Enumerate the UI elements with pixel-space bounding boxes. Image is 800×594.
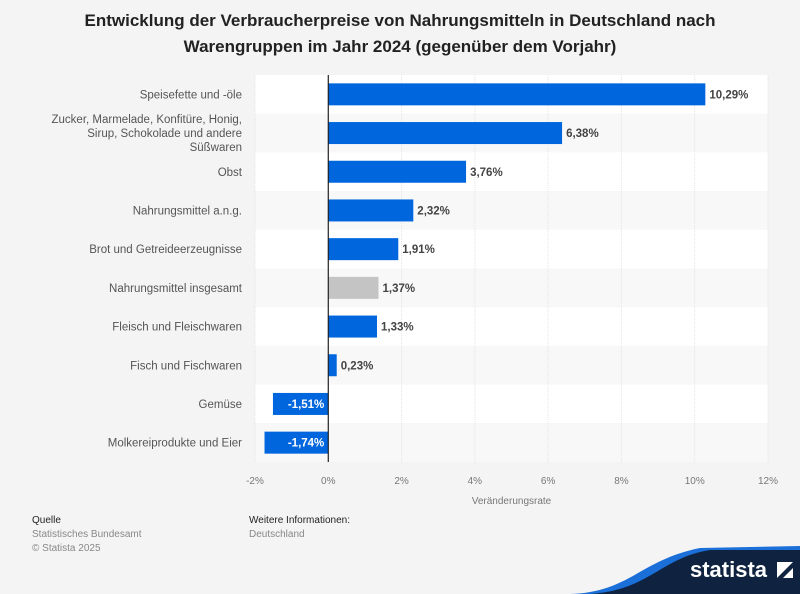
x-tick-label: 12%	[758, 476, 778, 487]
category-label: Gemüse	[199, 399, 242, 411]
category-label: Obst	[218, 167, 243, 179]
category-label: Molkereiprodukte und Eier	[108, 438, 242, 450]
row-band	[255, 423, 768, 462]
bar	[328, 276, 379, 299]
category-label: Brot und Getreideerzeugnisse	[89, 244, 242, 256]
category-label: Fleisch und Fleischwaren	[112, 322, 242, 334]
bar	[328, 354, 337, 377]
category-label: Zucker, Marmelade, Konfitüre, Honig, Siru…	[52, 114, 242, 154]
source-text[interactable]: Statistisches Bundesamt	[32, 529, 142, 540]
statista-logo[interactable]: statista	[570, 540, 800, 594]
svg-text:statista: statista	[690, 557, 768, 582]
bar	[328, 238, 399, 261]
data-label: 1,37%	[382, 283, 415, 295]
x-tick-label: 0%	[321, 476, 336, 487]
data-label: 3,76%	[470, 167, 503, 179]
data-label: 2,32%	[417, 205, 450, 217]
copyright: © Statista 2025	[32, 543, 101, 554]
x-tick-label: -2%	[246, 476, 264, 487]
data-label: 6,38%	[566, 128, 599, 140]
data-label: 1,91%	[402, 244, 435, 256]
source-block: Quelle Statistisches Bundesamt © Statist…	[32, 514, 142, 556]
x-tick-label: 6%	[541, 476, 556, 487]
data-label: -1,51%	[288, 399, 324, 411]
x-tick-label: 2%	[394, 476, 409, 487]
category-label: Fisch und Fischwaren	[130, 360, 242, 372]
data-label: 0,23%	[341, 360, 374, 372]
bar	[328, 160, 467, 183]
bar	[328, 122, 563, 145]
chart-title: Entwicklung der Verbraucherpreise von Na…	[84, 11, 716, 56]
bar	[328, 199, 414, 222]
x-tick-label: 10%	[685, 476, 705, 487]
info-text: Deutschland	[249, 529, 305, 540]
data-label: -1,74%	[288, 438, 324, 450]
bar	[272, 392, 329, 415]
bar	[328, 315, 378, 338]
x-tick-label: 4%	[468, 476, 483, 487]
info-block: Weitere Informationen: Deutschland	[249, 514, 350, 542]
info-heading: Weitere Informationen:	[249, 515, 350, 526]
x-axis-label: Veränderungsrate	[472, 496, 552, 507]
category-label: Nahrungsmittel insgesamt	[109, 283, 243, 295]
x-tick-label: 8%	[614, 476, 629, 487]
row-band	[255, 345, 768, 385]
category-label: Nahrungsmittel a.n.g.	[133, 205, 242, 217]
data-label: 1,33%	[381, 322, 414, 334]
category-label: Speisefette und -öle	[140, 89, 242, 101]
bar	[264, 431, 329, 454]
bar	[328, 83, 706, 106]
row-band	[255, 384, 768, 424]
source-heading: Quelle	[32, 515, 61, 526]
data-label: 10,29%	[709, 89, 748, 101]
